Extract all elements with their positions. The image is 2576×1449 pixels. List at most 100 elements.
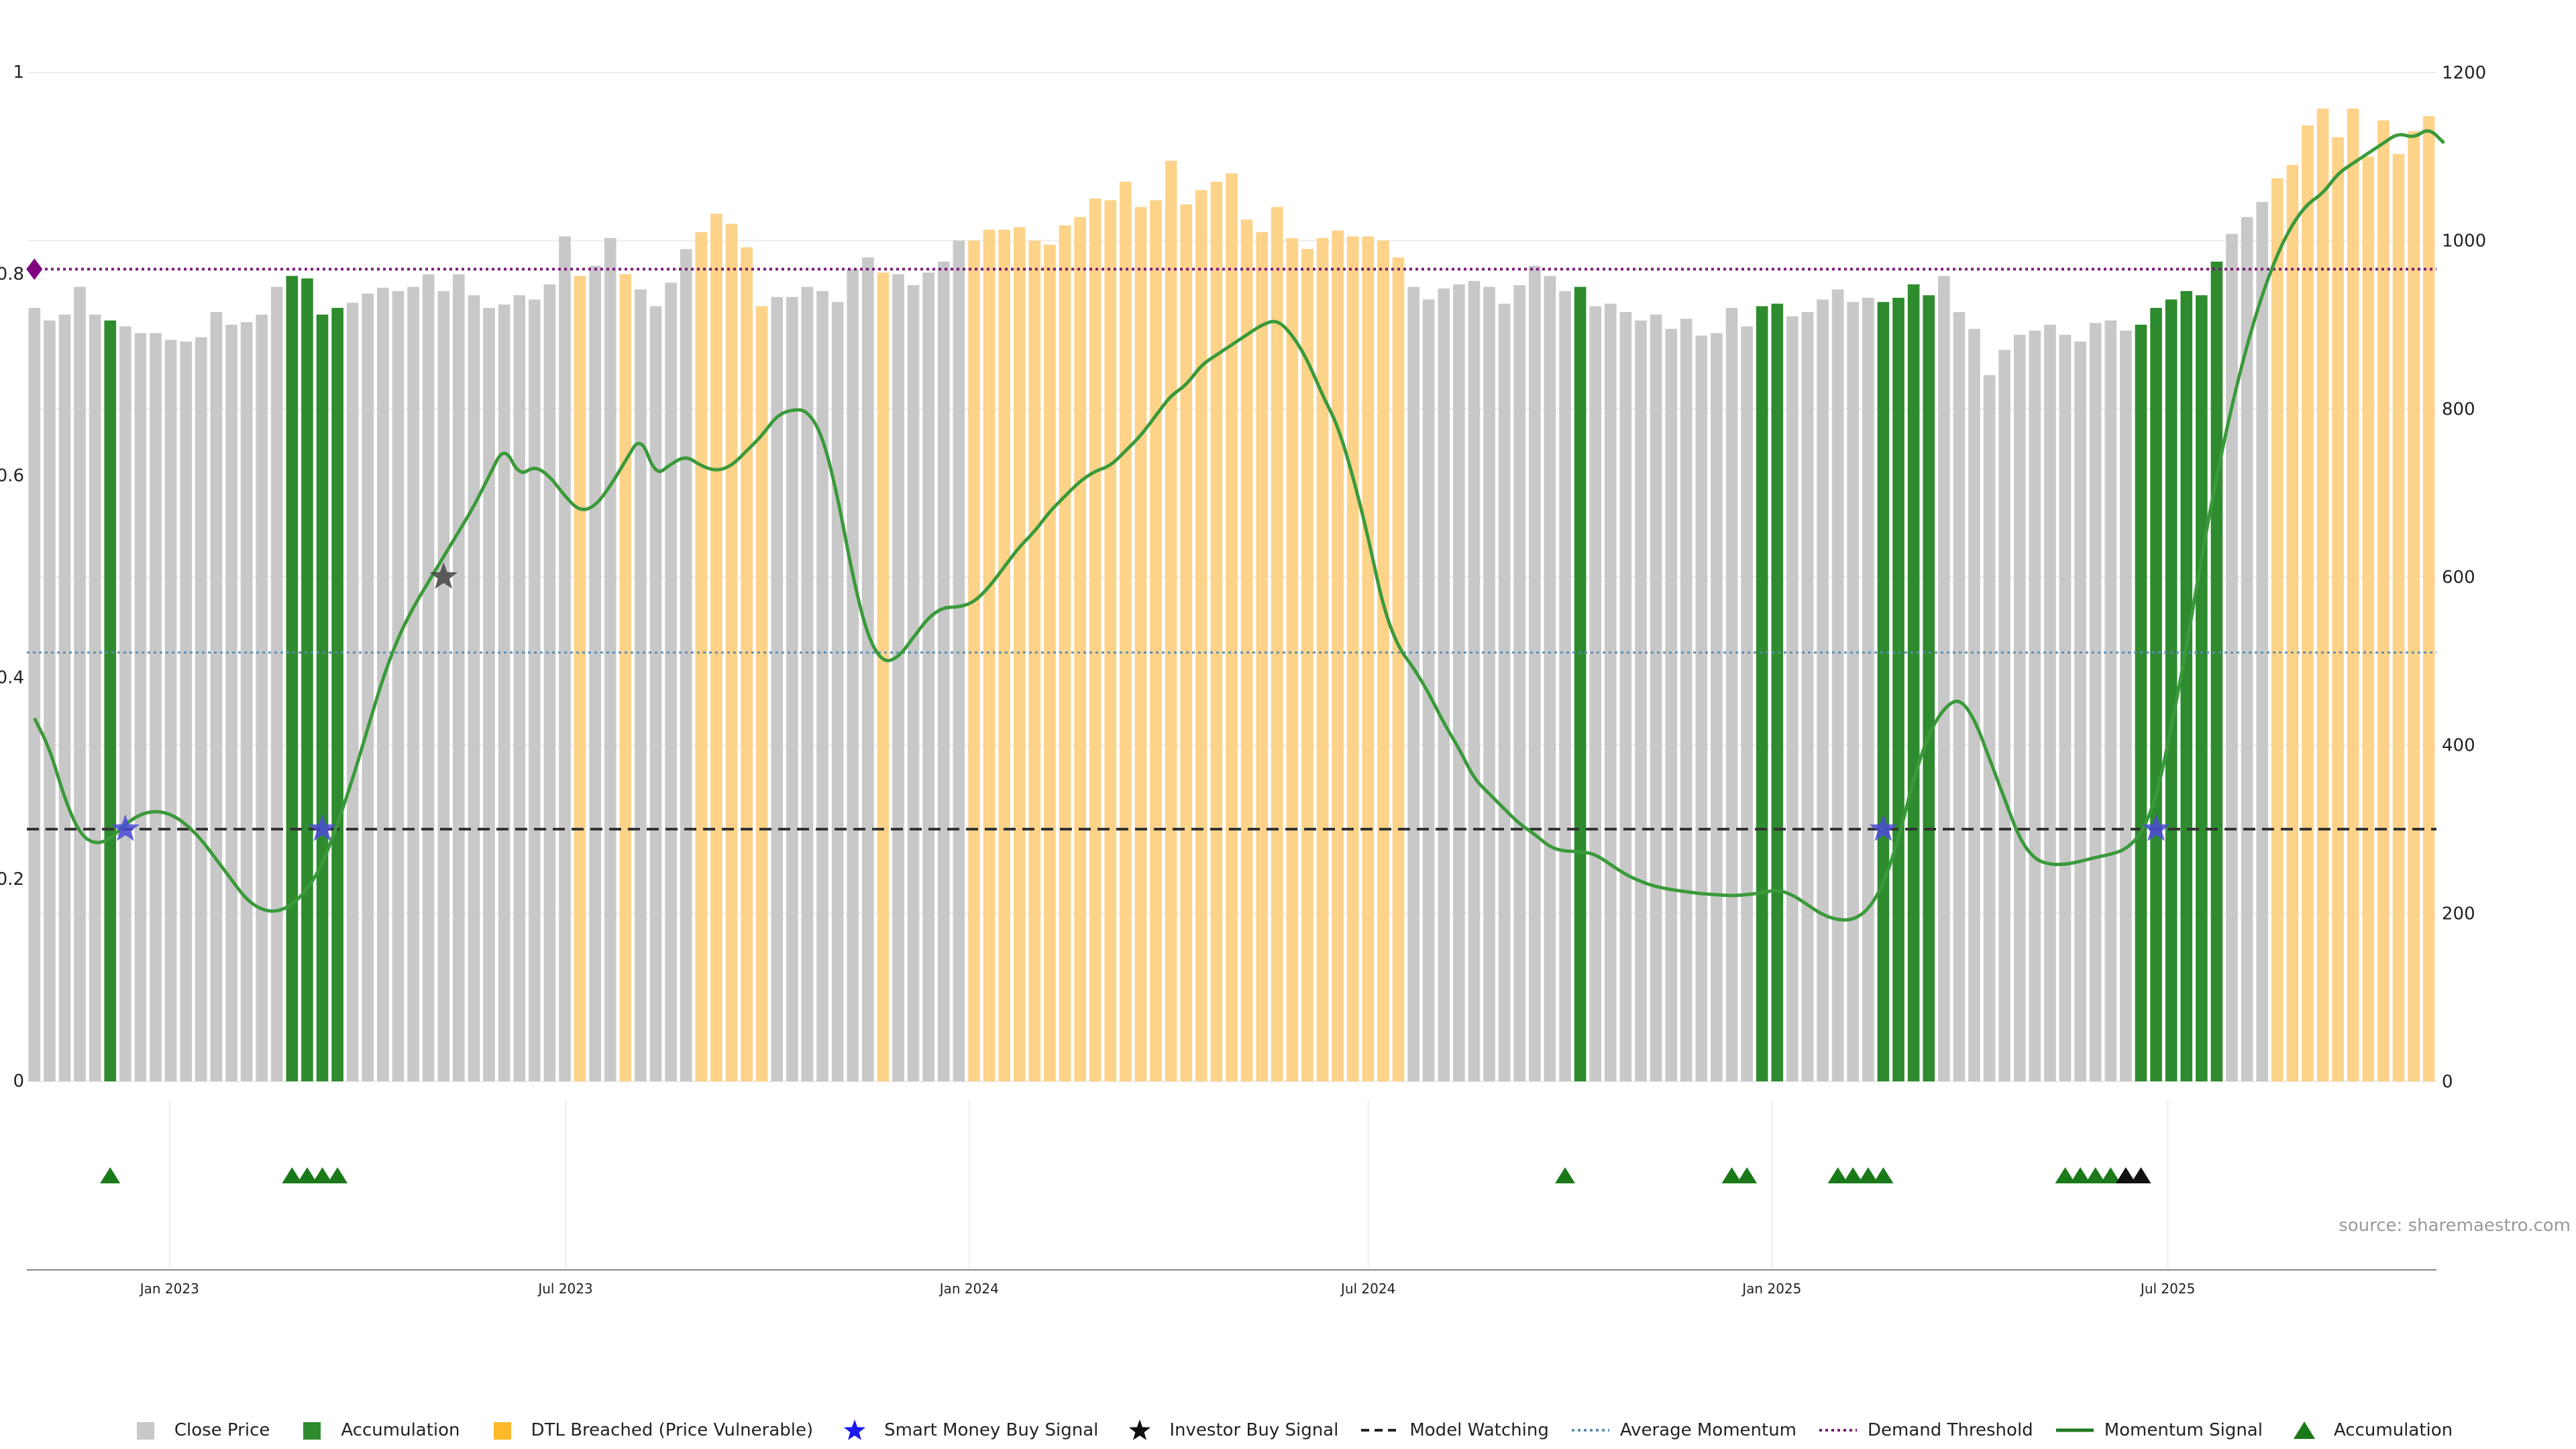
close-price-bar xyxy=(1529,266,1541,1082)
close-price-bar xyxy=(543,284,556,1082)
close-price-bar xyxy=(468,295,480,1082)
dtl-breached-bar xyxy=(1013,227,1026,1082)
right-axis-ticks: 0 200 400 600 800 1000 1200 xyxy=(2442,63,2486,1092)
accumulation-triangle xyxy=(282,1167,303,1183)
left-tick-label: 0 xyxy=(13,1071,24,1091)
close-price-bar xyxy=(1847,302,1860,1081)
smart-money-star xyxy=(1869,814,1898,841)
close-price-bar xyxy=(2241,217,2253,1081)
dtl-breached-bar xyxy=(877,272,890,1081)
legend-symbol-star xyxy=(1129,1419,1151,1440)
dtl-breached-bar xyxy=(2332,137,2344,1081)
close-price-bar xyxy=(1589,306,1601,1082)
close-price-bar xyxy=(498,304,511,1081)
legend-item: Investor Buy Signal xyxy=(1118,1419,1338,1442)
accumulation-triangle xyxy=(1555,1167,1576,1183)
close-price-bar xyxy=(392,290,405,1081)
close-price-bar xyxy=(528,299,541,1081)
close-price-bar xyxy=(1968,329,1980,1082)
dtl-breached-bar xyxy=(1074,217,1086,1081)
legend-item: Model Watching xyxy=(1358,1419,1549,1442)
close-price-bar xyxy=(1998,350,2010,1081)
accumulation-triangle xyxy=(2055,1167,2076,1183)
price-bars xyxy=(28,108,2435,1082)
dtl-breached-bar xyxy=(1089,199,1102,1081)
close-price-bar xyxy=(892,274,904,1081)
close-price-bar xyxy=(2013,335,2026,1081)
close-price-bar xyxy=(786,297,798,1081)
close-price-bar xyxy=(28,307,41,1081)
close-price-bar xyxy=(771,297,784,1081)
close-price-bar xyxy=(240,322,253,1081)
accumulation-bar xyxy=(2150,307,2162,1081)
dtl-breached-bar xyxy=(2362,156,2375,1081)
close-price-bar xyxy=(89,314,101,1082)
close-price-bar xyxy=(1862,297,1874,1082)
close-price-bar xyxy=(1483,286,1495,1082)
dtl-breached-bar xyxy=(710,213,722,1081)
dtl-breached-bar xyxy=(1332,230,1344,1081)
dtl-breached-bar xyxy=(1301,249,1313,1082)
close-price-bar xyxy=(44,320,56,1081)
reference-lines xyxy=(27,268,2436,830)
accumulation-triangle xyxy=(1721,1167,1742,1183)
accumulation-triangles xyxy=(100,1167,2151,1183)
smart-money-star xyxy=(111,814,140,841)
dtl-breached-bar xyxy=(2408,131,2420,1081)
close-price-bar xyxy=(180,341,193,1082)
dtl-breached-bar xyxy=(1316,237,1329,1081)
close-price-bar xyxy=(407,286,419,1082)
close-price-bar xyxy=(256,314,268,1082)
close-price-bar xyxy=(1604,303,1617,1082)
accumulation-bar xyxy=(286,276,299,1082)
right-tick-label: 400 xyxy=(2442,736,2475,756)
legend-label: Demand Threshold xyxy=(1868,1420,2033,1440)
close-price-bar xyxy=(1741,326,1753,1082)
right-tick-label: 1200 xyxy=(2442,63,2486,83)
dtl-breached-bar xyxy=(1362,236,1375,1081)
dtl-breached-bar xyxy=(619,274,632,1081)
left-axis-ticks: 0 0.2 0.4 0.6 0.8 1 xyxy=(0,62,24,1091)
left-tick-label: 0.8 xyxy=(0,264,24,284)
close-price-bar xyxy=(1817,299,1829,1081)
legend: Close Price Accumulation DTL Breached (Pri… xyxy=(0,1417,2576,1444)
dtl-breached-bar xyxy=(983,229,996,1082)
dtl-breached-bar xyxy=(2377,120,2390,1082)
accumulation-triangle xyxy=(1827,1167,1848,1183)
right-tick-label: 800 xyxy=(2442,399,2475,419)
dtl-breached-bar xyxy=(1271,207,1283,1081)
close-price-bar xyxy=(559,236,571,1081)
legend-item: Average Momentum xyxy=(1569,1419,1796,1442)
legend-symbol-square xyxy=(136,1422,154,1440)
dtl-breached-bar xyxy=(1210,181,1223,1081)
accumulation-triangle xyxy=(297,1167,317,1183)
accumulation-bar xyxy=(1877,302,1890,1081)
close-price-bar xyxy=(1453,284,1465,1082)
legend-symbol-dashed xyxy=(1361,1429,1399,1432)
close-price-bar xyxy=(1953,312,1966,1082)
close-price-bar xyxy=(1544,276,1556,1082)
close-price-bar xyxy=(164,339,177,1081)
close-price-bar xyxy=(1650,314,1662,1082)
x-tick-label: Jan 2023 xyxy=(139,1281,199,1297)
accumulation-triangle xyxy=(2085,1167,2106,1183)
close-price-bar xyxy=(862,257,874,1081)
close-price-bar xyxy=(589,266,601,1082)
right-tick-label: 0 xyxy=(2442,1072,2453,1092)
accumulation-triangle xyxy=(312,1167,333,1183)
legend-item: Smart Money Buy Signal xyxy=(833,1419,1098,1442)
signal-markers xyxy=(26,258,2170,841)
dtl-breached-bar xyxy=(2392,154,2405,1081)
close-price-bar xyxy=(134,333,147,1081)
accumulation-bar xyxy=(1771,303,1784,1082)
dtl-breached-bar xyxy=(1256,232,1268,1082)
left-tick-label: 0.4 xyxy=(0,667,24,688)
x-tick-label: Jan 2024 xyxy=(938,1281,999,1297)
accumulation-bar xyxy=(331,307,343,1081)
left-tick-label: 1 xyxy=(13,62,24,83)
close-price-bar xyxy=(225,325,237,1081)
close-price-bar xyxy=(2256,202,2269,1082)
right-tick-label: 600 xyxy=(2442,568,2475,588)
accumulation-triangle xyxy=(2100,1167,2121,1183)
x-tick-label: Jul 2023 xyxy=(537,1281,592,1297)
